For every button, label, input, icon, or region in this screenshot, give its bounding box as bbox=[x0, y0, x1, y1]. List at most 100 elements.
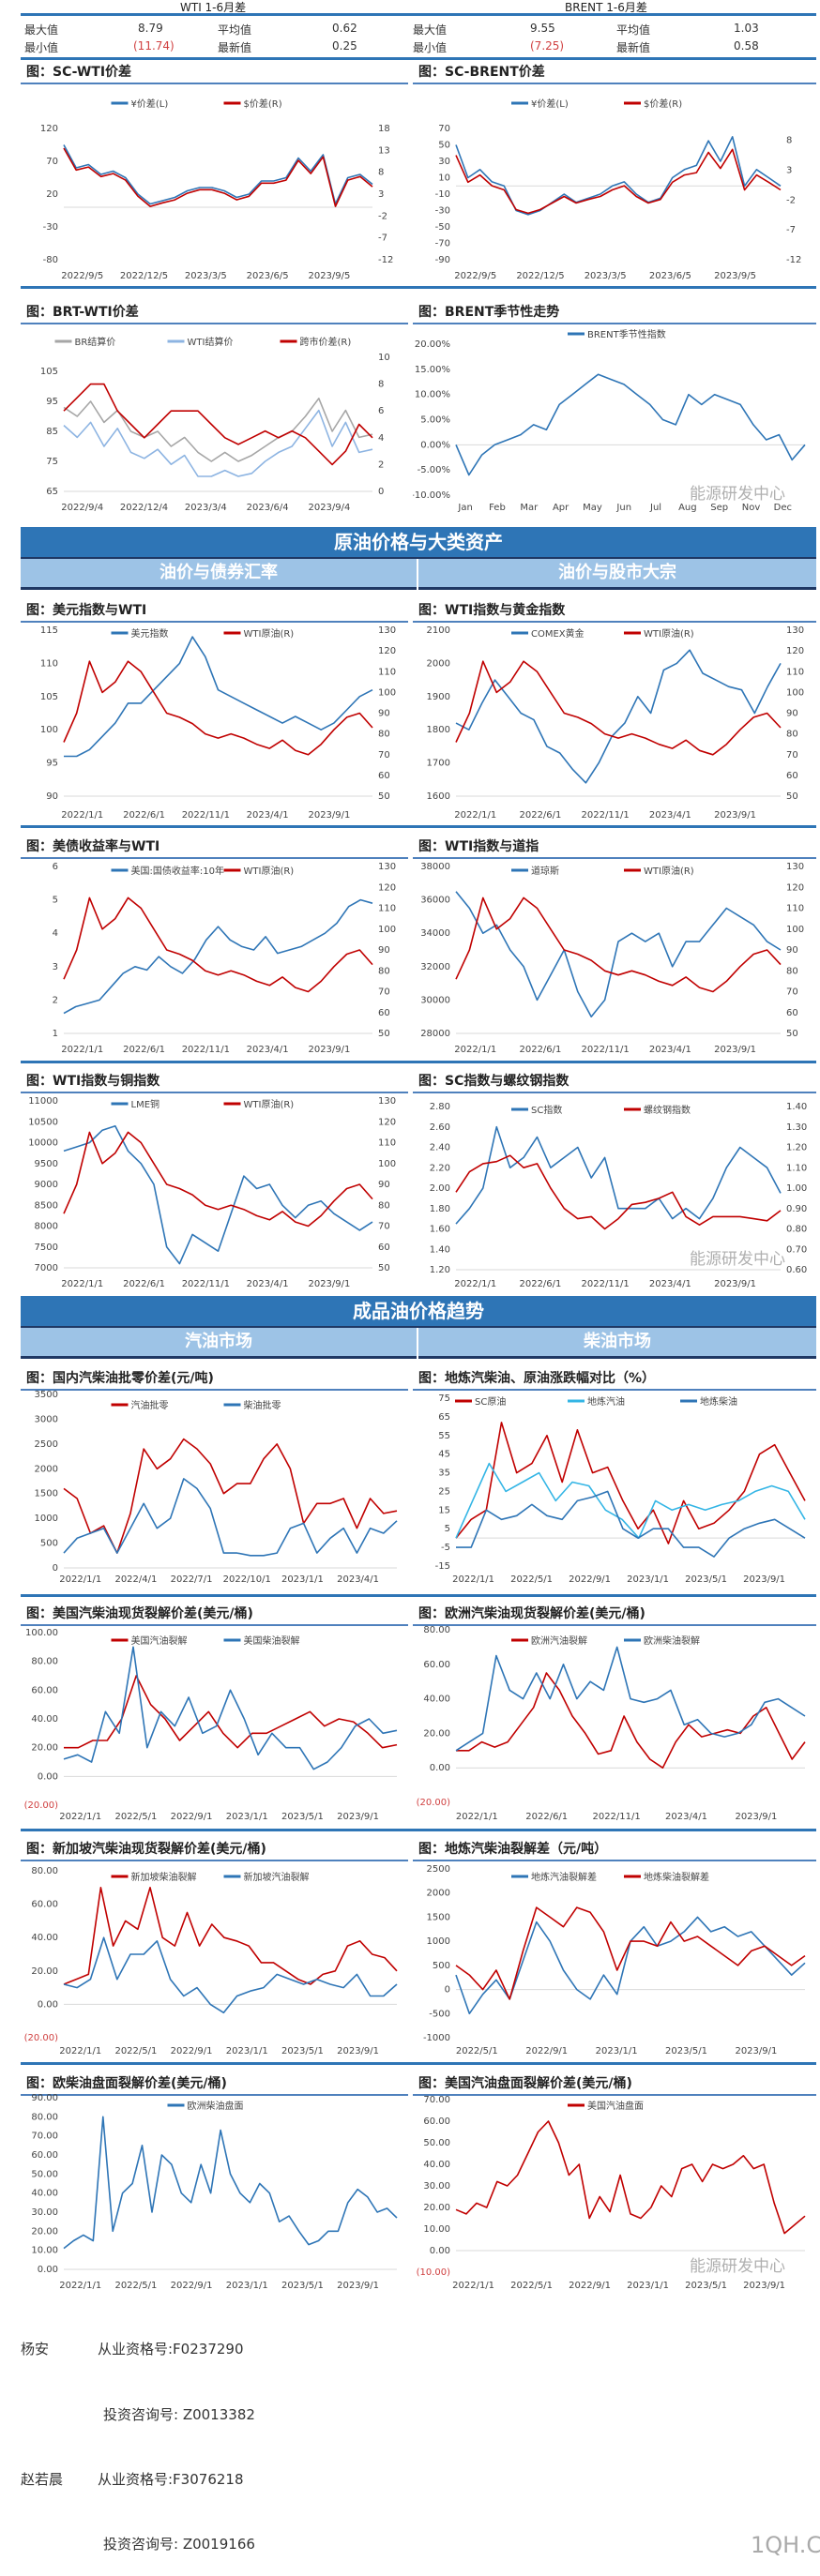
y-axis-tick-label: -10 bbox=[435, 189, 450, 200]
y2-axis-tick-label: 3 bbox=[786, 166, 792, 176]
series-line bbox=[63, 1131, 373, 1228]
subsection-bonds-fx: 油价与债券汇率 bbox=[21, 559, 417, 590]
y2-axis-tick-label: 4 bbox=[378, 433, 384, 444]
y2-axis-tick-label: 1.30 bbox=[786, 1122, 807, 1133]
brent-avg: 1.03 bbox=[734, 22, 759, 35]
y-axis-tick-label: 1500 bbox=[427, 1912, 450, 1922]
y2-axis-tick-label: 90 bbox=[378, 709, 390, 719]
y2-axis-tick-label: 18 bbox=[378, 124, 390, 134]
legend-item: 跨市价差(R) bbox=[280, 336, 351, 348]
y-axis-tick-label: 28000 bbox=[420, 1029, 450, 1039]
legend-item: ¥价差(L) bbox=[111, 98, 168, 110]
series-line bbox=[456, 1672, 806, 1769]
series-line bbox=[63, 898, 373, 1015]
line-chart: 80.00 60.00 40.00 20.00 0.00 (20.00) 2022/1/1 2… bbox=[417, 1625, 806, 1822]
legend-item: 欧洲汽油裂解 bbox=[511, 1634, 587, 1647]
chart-title: 图：SC-WTI价差 bbox=[21, 62, 408, 84]
legend-label: 汽油批零 bbox=[131, 1399, 169, 1411]
series-line bbox=[455, 649, 782, 784]
legend-label: 道琼斯 bbox=[531, 865, 559, 877]
y-axis-tick-label: 0 bbox=[53, 1563, 58, 1574]
legend-label: 螺纹钢指数 bbox=[644, 1104, 691, 1116]
x-axis-tick-label: 2023/9/1 bbox=[308, 810, 350, 821]
legend-item: 美国汽油裂解 bbox=[111, 1634, 188, 1647]
series-line bbox=[455, 891, 782, 1017]
y-axis-tick-label: -50 bbox=[435, 222, 450, 233]
x-axis-tick-label: 2022/11/1 bbox=[182, 1045, 230, 1055]
x-axis-tick-label: 2023/9/1 bbox=[714, 810, 756, 821]
y-axis-tick-label: 50.00 bbox=[31, 2169, 58, 2179]
y-axis-tick-label: 20.00 bbox=[31, 1743, 58, 1754]
legend-item: LME铜 bbox=[111, 1099, 159, 1110]
watermark-logo: 能源研发中心 bbox=[690, 1250, 785, 1269]
y2-axis-tick-label: 8 bbox=[378, 380, 384, 390]
subsection-stocks-commodities: 油价与股市大宗 bbox=[418, 559, 816, 590]
y2-axis-tick-label: 100 bbox=[786, 925, 804, 935]
y-axis-tick-label: 40.00 bbox=[31, 1933, 58, 1943]
y-axis-tick-label: 2000 bbox=[35, 1464, 58, 1474]
y-axis-tick-label: 9500 bbox=[35, 1159, 58, 1169]
x-axis-tick-label: 2022/11/1 bbox=[582, 1045, 630, 1055]
legend-item: 美国:国债收益率:10年 bbox=[111, 865, 224, 877]
y-axis-tick-label: 20.00% bbox=[415, 339, 450, 350]
brent-avg-label: 平均值 bbox=[616, 23, 651, 37]
y2-axis-tick-label: 1.10 bbox=[786, 1163, 807, 1173]
y-axis-tick-label: 105 bbox=[40, 367, 58, 377]
x-axis-tick-label: Sep bbox=[710, 503, 728, 513]
y2-axis-tick-label: 0 bbox=[378, 487, 384, 497]
x-axis-tick-label: 2022/1/1 bbox=[59, 2046, 101, 2056]
y-axis-tick-label: 60.00 bbox=[31, 1685, 58, 1695]
series-line bbox=[63, 398, 373, 462]
line-chart: 100.0080.0060.0040.0020.000.00(20.00)202… bbox=[24, 1628, 398, 1822]
series-line bbox=[64, 636, 373, 758]
y2-axis-tick-label: 130 bbox=[378, 625, 396, 636]
y2-axis-tick-label: 80 bbox=[378, 1200, 390, 1211]
y-axis-tick-label: 2000 bbox=[427, 1889, 450, 1899]
x-axis-tick-label: 2022/6/1 bbox=[123, 810, 165, 821]
legend-item: 螺纹钢指数 bbox=[624, 1104, 691, 1116]
y2-axis-tick-label: 1.00 bbox=[786, 1183, 807, 1194]
chart-title: 图：WTI指数与铜指数 bbox=[21, 1071, 408, 1093]
legend-label: 地炼汽油 bbox=[587, 1395, 625, 1408]
y2-axis-tick-label: 3 bbox=[378, 189, 384, 200]
chart-title: 图：欧柴油盘面裂解价差(美元/桶) bbox=[21, 2073, 408, 2096]
y2-axis-tick-label: -12 bbox=[786, 255, 801, 265]
legend-item: 汽油批零 bbox=[111, 1399, 169, 1411]
legend-label: BRENT季节性指数 bbox=[587, 328, 666, 340]
legend-label: $价差(R) bbox=[244, 98, 282, 110]
y-axis-tick-label: 50.00 bbox=[423, 2138, 450, 2148]
y2-axis-tick-label: 130 bbox=[378, 862, 396, 872]
line-chart: 105 95 85 75 65 10 8 6 4 2 0 2022/9/4 2022/12/4 2023/… bbox=[40, 336, 390, 513]
x-axis-tick-label: 2022/6/1 bbox=[525, 1812, 568, 1822]
x-axis-tick-label: 2022/6/1 bbox=[519, 1045, 561, 1055]
x-axis-tick-label: 2023/4/1 bbox=[247, 1045, 289, 1055]
y2-axis-tick-label: 0.60 bbox=[786, 1265, 807, 1275]
line-chart: 2100 2000 1900 1800 1700 1600 130 120 110 100 90 80… bbox=[427, 625, 805, 821]
y-axis-tick-label: 5 bbox=[53, 896, 58, 906]
y2-axis-tick-label: 110 bbox=[378, 667, 396, 677]
x-axis-tick-label: 2022/5/1 bbox=[114, 1812, 157, 1822]
line-chart: 115 110 105 100 95 90 130 120 110 100 90 80 70 60 50 20… bbox=[40, 625, 396, 821]
y2-axis-tick-label: 100 bbox=[378, 1159, 396, 1169]
series-line bbox=[455, 1154, 782, 1230]
x-axis-tick-label: 2023/4/1 bbox=[337, 1574, 379, 1585]
divider bbox=[21, 2062, 816, 2065]
x-axis-tick-label: 2023/9/1 bbox=[714, 1045, 756, 1055]
y-axis-tick-label: -5.00% bbox=[418, 465, 450, 475]
chart-title: 图：WTI指数与道指 bbox=[413, 836, 816, 859]
y-axis-tick-label: 0.00 bbox=[38, 2265, 58, 2275]
y2-axis-tick-label: 100 bbox=[786, 687, 804, 698]
subsection-gasoline-market: 汽油市场 bbox=[21, 1328, 417, 1359]
chart-title: 图：美国汽柴油现货裂解价差(美元/桶) bbox=[21, 1604, 408, 1626]
x-axis-tick-label: 2023/3/5 bbox=[585, 271, 627, 281]
x-axis-tick-label: 2023/5/1 bbox=[281, 2281, 324, 2291]
x-axis-tick-label: 2022/4/1 bbox=[114, 1574, 157, 1585]
brent-min: (7.25) bbox=[530, 39, 565, 53]
x-axis-tick-label: 2023/4/1 bbox=[649, 1045, 691, 1055]
series-line bbox=[63, 409, 373, 477]
y-axis-tick-label: 8500 bbox=[35, 1200, 58, 1211]
chart-title: 图：美元指数与WTI bbox=[21, 600, 408, 623]
y-axis-tick-label: 30 bbox=[438, 157, 450, 167]
legend-item: 地炼汽油裂解差 bbox=[511, 1871, 597, 1883]
y-axis-tick-label: 1 bbox=[53, 1029, 58, 1039]
